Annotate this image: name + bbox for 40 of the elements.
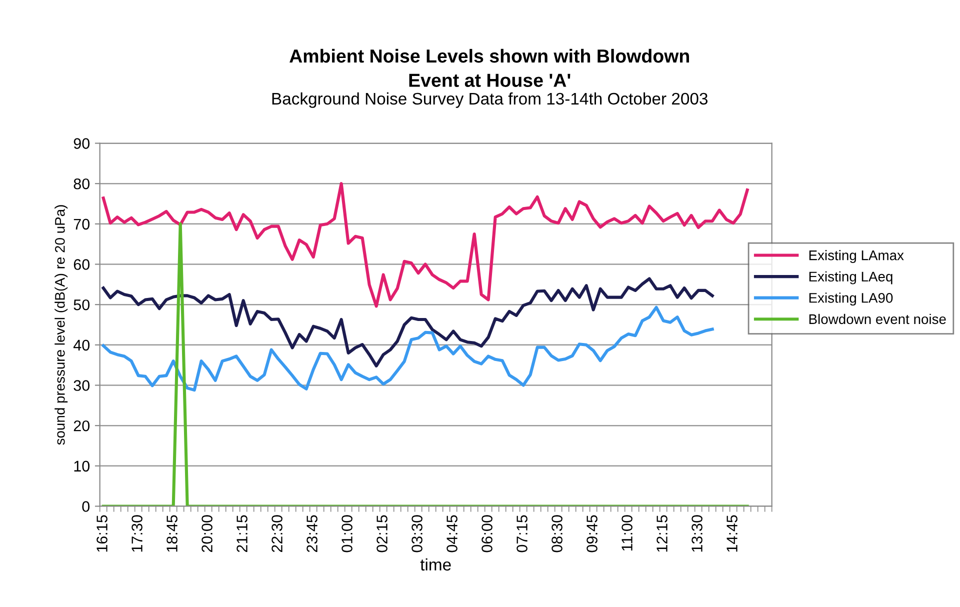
y-tick-label: 50: [74, 299, 90, 310]
x-tick-label: 14:45: [726, 515, 738, 552]
x-tick-label: 11:00: [622, 515, 632, 551]
y-tick-label: 90: [74, 138, 90, 149]
legend-label: Existing LAmax: [809, 250, 904, 263]
x-tick-label: 18:45: [166, 515, 178, 552]
legend-label: Blowdown event noise: [809, 314, 946, 324]
x-tick-label: 02:15: [376, 515, 388, 552]
y-tick-label: 80: [74, 178, 90, 190]
x-tick-label: 21:15: [236, 515, 248, 552]
chart-title: Ambient Noise Levels shown with Blowdown Event at House 'A': [290, 48, 689, 87]
y-tick-label: 20: [74, 420, 90, 432]
chart-subtitle: Background Noise Survey Data from 13-14th October 2003: [272, 92, 708, 108]
x-tick-label: 16:15: [96, 515, 108, 552]
y-tick-label: 70: [74, 218, 90, 230]
x-tick-label: 07:15: [516, 515, 528, 552]
x-tick-label: 01:00: [342, 515, 352, 552]
x-tick-label: 04:45: [446, 515, 458, 552]
x-tick-label: 12:15: [656, 515, 668, 552]
y-tick-label: 60: [74, 259, 90, 270]
y-tick-label: 40: [73, 340, 90, 351]
x-tick-label: 20:00: [202, 515, 212, 552]
y-axis-title: sound pressure level (dB(A) re 20 uPa): [54, 205, 68, 445]
x-tick-label: 22:30: [272, 515, 282, 552]
line-series: [102, 306, 714, 392]
x-axis-title: time: [420, 558, 451, 571]
y-tick-label: 0: [82, 501, 90, 512]
x-tick-label: 23:45: [306, 515, 318, 552]
legend-label: Existing LA90: [809, 292, 893, 306]
x-tick-label: 08:30: [552, 515, 562, 552]
x-tick-label: 03:30: [412, 515, 422, 552]
y-tick-label: 30: [74, 380, 90, 391]
x-tick-label: 09:45: [586, 515, 598, 552]
x-tick-label: 13:30: [692, 515, 702, 552]
legend-label: Existing LAeq: [809, 271, 892, 284]
y-tick-label: 10: [74, 460, 90, 472]
line-series: [102, 182, 749, 308]
x-tick-label: 06:00: [482, 515, 492, 552]
line-series: [102, 277, 714, 368]
x-tick-label: 17:30: [132, 515, 142, 552]
